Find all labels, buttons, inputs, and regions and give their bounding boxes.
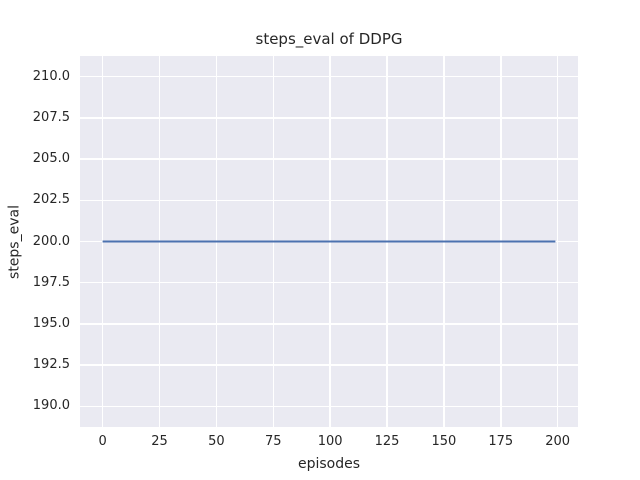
- gridline-horizontal: [80, 158, 578, 160]
- y-tick-label: 202.5: [32, 192, 70, 208]
- x-tick-label: 0: [98, 434, 107, 449]
- gridline-horizontal: [80, 75, 578, 78]
- x-tick-label: 100: [317, 434, 343, 449]
- gridline-horizontal: [80, 364, 578, 366]
- plot-area: [80, 56, 578, 427]
- chart-title: steps_eval of DDPG: [255, 30, 403, 48]
- y-tick-label: 207.5: [32, 109, 70, 125]
- gridline-horizontal: [80, 117, 578, 119]
- x-axis-label: episodes: [297, 456, 361, 472]
- y-tick-label: 195.0: [32, 315, 70, 331]
- x-tick-label: 75: [264, 434, 282, 449]
- y-tick-label: 210.0: [32, 68, 70, 84]
- y-tick-label: 200.0: [32, 233, 70, 249]
- x-tick-label: 150: [431, 434, 457, 449]
- gridline-horizontal: [80, 405, 578, 408]
- x-tick-label: 200: [545, 434, 571, 449]
- x-tick-label: 25: [151, 434, 168, 449]
- x-tick-label: 125: [374, 434, 400, 449]
- y-tick-label: 190.0: [32, 398, 70, 414]
- x-tick-label: 50: [208, 434, 225, 449]
- y-tick-label: 205.0: [32, 151, 70, 167]
- gridline-horizontal: [80, 199, 578, 202]
- y-tick-label: 192.5: [32, 357, 70, 373]
- x-tick-label: 175: [488, 434, 514, 449]
- y-tick-label: 197.5: [32, 274, 70, 290]
- data-line-svg: [102, 240, 556, 243]
- gridline-horizontal: [80, 323, 578, 325]
- gridline-horizontal: [80, 281, 578, 284]
